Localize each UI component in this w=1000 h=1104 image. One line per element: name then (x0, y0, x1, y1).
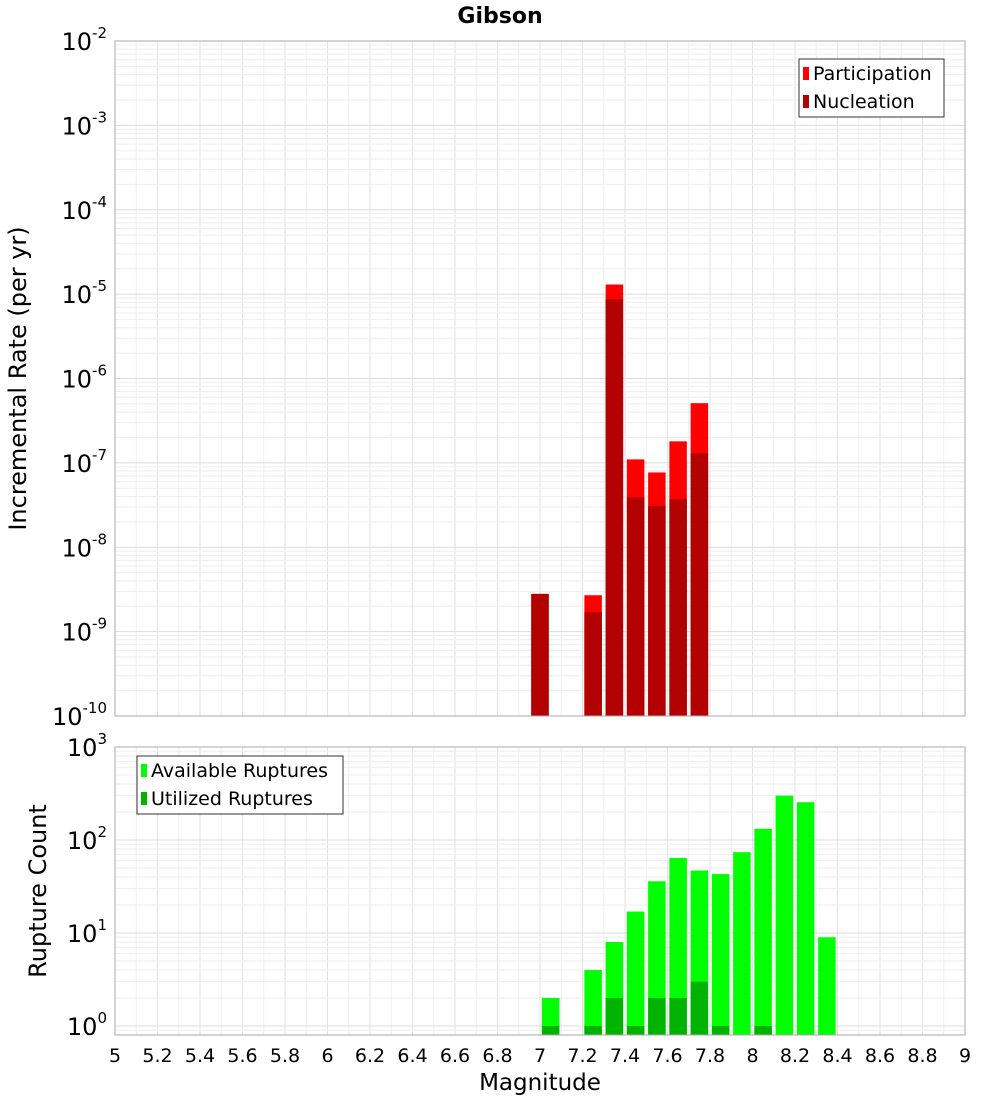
bar-utilized-ruptures (626, 1025, 645, 1035)
bar-available-ruptures (775, 795, 794, 1035)
plot-panel-1: 10-10 10-9 10-8 10-7 10-6 10-5 10-4 10-3 10-2 Inc… (4, 24, 966, 731)
x-tick-label: 9 (959, 1045, 971, 1067)
y-tick-label: 10-7 (61, 446, 107, 478)
bar-utilized-ruptures (754, 1025, 772, 1035)
x-tick-label: 7 (534, 1045, 546, 1067)
x-tick-label: 7.6 (652, 1045, 682, 1067)
x-tick-label: 5.4 (185, 1045, 215, 1067)
legend-swatch (803, 95, 809, 108)
x-tick-label: 7.8 (695, 1045, 725, 1067)
y-tick-labels: 10-10 10-9 10-8 10-7 10-6 10-5 10-4 10-3 10-2 (52, 24, 107, 731)
y-tick-label: 10-4 (61, 193, 107, 225)
legend-swatch (803, 67, 809, 80)
legend-box (798, 58, 945, 118)
chart-title: Gibson (457, 4, 542, 29)
x-tick-label: 8 (746, 1045, 758, 1067)
y-tick-label: 10-3 (61, 108, 107, 140)
legend-label: Nucleation (813, 91, 915, 113)
x-tick-label: 8.2 (780, 1045, 810, 1067)
legend-swatch (141, 792, 147, 805)
x-tick-label: 7.4 (610, 1045, 640, 1067)
x-tick-label: 6.6 (440, 1045, 470, 1067)
y-tick-label: 102 (67, 823, 107, 855)
legend-top: Participation Nucleation (798, 58, 945, 118)
bar-available-ruptures (648, 881, 666, 1035)
bar-nucleation (648, 505, 666, 716)
legend-swatch (141, 764, 147, 777)
bar-available-ruptures (733, 852, 751, 1035)
bar-available-ruptures (584, 969, 602, 1035)
x-tick-label: 8.8 (907, 1045, 937, 1067)
legend-bottom: Available Ruptures Utilized Ruptures (136, 755, 344, 815)
x-tick-labels: 5 5.2 5.4 5.6 5.8 6 6.2 6.4 6.6 6.8 7 7.2 7.4 7.6 7.8 8… (109, 1045, 971, 1067)
y-tick-label: 103 (67, 730, 107, 762)
bar-nucleation (669, 499, 687, 716)
bar-available-ruptures (711, 874, 730, 1035)
bar-available-ruptures (541, 997, 560, 1035)
gridlines (114, 40, 966, 717)
x-tick-label: 6.4 (397, 1045, 427, 1067)
y-tick-label: 100 (67, 1009, 107, 1041)
bar-utilized-ruptures (605, 997, 624, 1035)
y-axis-label: Rupture Count (24, 804, 52, 978)
bar-available-ruptures (626, 911, 645, 1035)
x-tick-label: 6.2 (355, 1045, 385, 1067)
y-tick-labels: 100 101 102 103 (67, 730, 107, 1041)
x-tick-label: 5.8 (270, 1045, 300, 1067)
bar-available-ruptures (669, 858, 687, 1035)
x-tick-label: 5 (109, 1045, 121, 1067)
y-tick-label: 10-5 (61, 277, 107, 309)
plot-frame (114, 40, 966, 717)
bar-utilized-ruptures (541, 1025, 560, 1035)
x-axis-label: Magnitude (479, 1070, 601, 1096)
y-tick-label: 10-9 (61, 615, 107, 647)
x-tick-label: 5.6 (227, 1045, 257, 1067)
bar-nucleation (690, 453, 709, 716)
y-tick-label: 10-10 (52, 699, 107, 731)
bar-available-ruptures (796, 802, 815, 1035)
bar-utilized-ruptures (711, 1025, 730, 1035)
legend-box (136, 755, 344, 815)
legend-label: Utilized Ruptures (151, 788, 313, 810)
y-axis-label: Incremental Rate (per yr) (4, 226, 32, 530)
series-utilized-ruptures (541, 981, 772, 1035)
bar-utilized-ruptures (690, 981, 709, 1035)
bar-utilized-ruptures (669, 997, 687, 1035)
legend-label: Participation (813, 63, 932, 85)
plot-frame (114, 746, 966, 1036)
bar-available-ruptures (818, 937, 836, 1035)
bar-nucleation (626, 497, 645, 716)
y-tick-label: 101 (67, 916, 107, 948)
y-tick-label: 10-2 (61, 24, 107, 56)
bar-nucleation (605, 299, 624, 716)
series-nucleation (531, 299, 709, 716)
x-tick-label: 6 (321, 1045, 333, 1067)
x-tick-label: 5.2 (142, 1045, 172, 1067)
y-tick-label: 10-8 (61, 530, 107, 562)
bar-nucleation (584, 612, 602, 716)
bar-nucleation (531, 593, 549, 716)
y-tick-label: 10-6 (61, 362, 107, 394)
x-tick-label: 6.8 (482, 1045, 512, 1067)
bar-utilized-ruptures (648, 997, 666, 1035)
x-tick-label: 8.4 (822, 1045, 852, 1067)
legend-label: Available Ruptures (151, 760, 328, 782)
bar-utilized-ruptures (584, 1025, 602, 1035)
x-tick-label: 7.2 (567, 1045, 597, 1067)
bar-available-ruptures (754, 828, 772, 1035)
x-tick-label: 8.6 (865, 1045, 895, 1067)
